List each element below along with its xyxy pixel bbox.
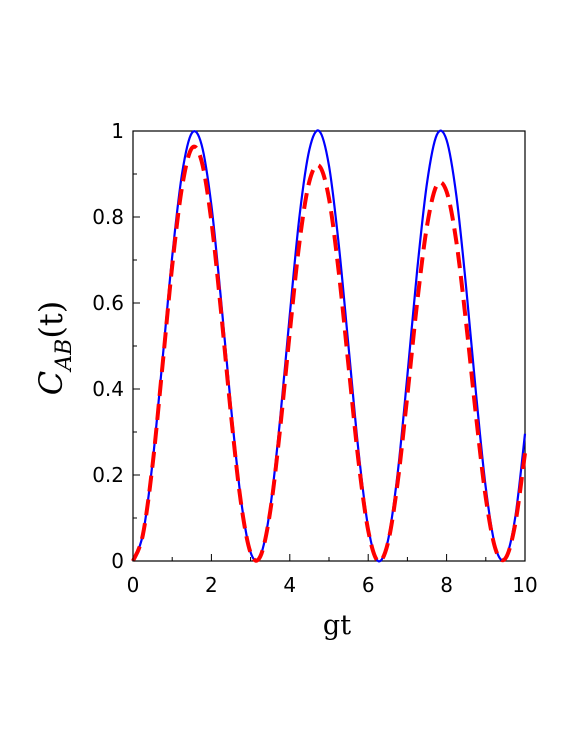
y-tick-label: 0.2 <box>92 463 124 487</box>
y-axis-title: CAB(t) <box>32 301 77 395</box>
x-tick-label: 4 <box>283 573 296 597</box>
y-tick-label: 0.8 <box>92 205 124 229</box>
x-tick-label: 6 <box>362 573 375 597</box>
y-tick-label: 1 <box>111 119 124 143</box>
svg-text:CAB(t): CAB(t) <box>32 301 77 395</box>
y-axis-title-subscript: AB <box>52 339 77 373</box>
y-tick-label: 0.6 <box>92 291 124 315</box>
y-axis-title-main: C <box>32 371 70 395</box>
x-tick-label: 8 <box>440 573 453 597</box>
x-tick-label: 0 <box>127 573 140 597</box>
y-axis-title-argument: (t) <box>32 301 70 339</box>
x-tick-label: 2 <box>205 573 218 597</box>
x-tick-label: 10 <box>512 573 537 597</box>
x-axis-title: gt <box>323 610 351 641</box>
y-tick-label: 0 <box>111 549 124 573</box>
series-line-dashed <box>133 147 525 562</box>
y-tick-label: 0.4 <box>92 377 124 401</box>
series-layer <box>133 130 525 561</box>
